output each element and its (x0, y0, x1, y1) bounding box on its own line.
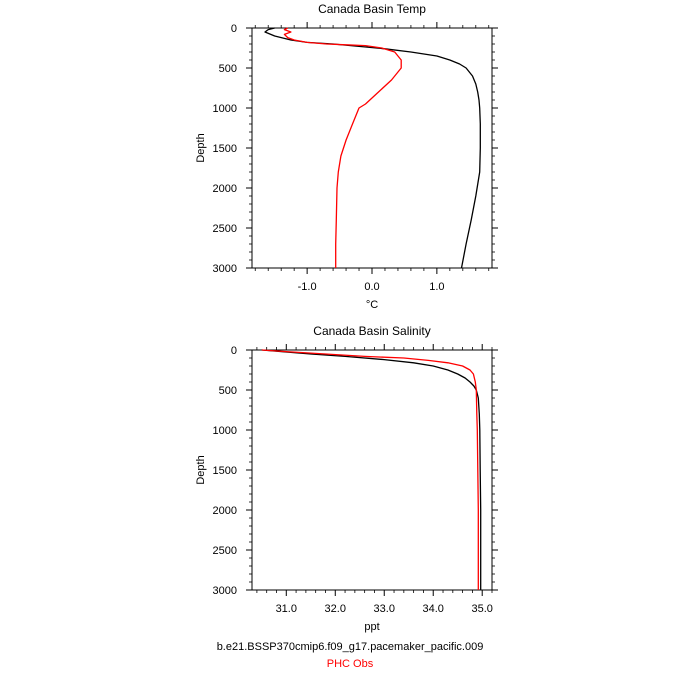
temp-x-tick-label: 0.0 (364, 281, 379, 293)
salinity-plot-frame (251, 349, 493, 591)
temp-y-tick-label: 3000 (213, 263, 237, 275)
temp-obs-line (283, 27, 402, 268)
salinity-y-tick-label: 3000 (213, 585, 237, 597)
temp-y-tick-label: 1000 (213, 103, 237, 115)
temp-y-tick-label: 0 (231, 23, 237, 35)
salinity-y-tick-label: 2000 (213, 505, 237, 517)
salinity-y-tick-label: 500 (219, 385, 237, 397)
temp-plot-frame (251, 27, 493, 269)
temp-chart-title: Canada Basin Temp (318, 2, 426, 16)
temp-y-tick-label: 2000 (213, 183, 237, 195)
salinity-obs-line (261, 349, 479, 590)
salinity-x-axis-label: ppt (364, 621, 379, 633)
salinity-x-tick-label: 33.0 (374, 603, 395, 615)
salinity-x-tick-label: 32.0 (325, 603, 346, 615)
temp-x-tick-label: -1.0 (298, 281, 317, 293)
salinity-x-tick-label: 34.0 (423, 603, 444, 615)
phc-obs-label: PHC Obs (326, 658, 374, 670)
salinity-chart-title: Canada Basin Salinity (313, 324, 430, 338)
temp-y-tick-label: 1500 (213, 143, 237, 155)
temp-y-axis-label: Depth (195, 133, 207, 162)
temp-x-tick-label: 1.0 (429, 281, 444, 293)
salinity-x-tick-label: 35.0 (471, 603, 492, 615)
salinity-y-axis-label: Depth (195, 455, 207, 484)
temp-model-line (264, 27, 481, 269)
salinity-y-tick-label: 0 (231, 345, 237, 357)
temp-panel: Canada Basin Temp Depth °C 0 500 1000 1500 2000… (195, 2, 498, 311)
salinity-y-tick-label: 2500 (213, 545, 237, 557)
model-run-label: b.e21.BSSP370cmip6.f09_g17.pacemaker_pac… (216, 641, 484, 653)
temp-y-tick-label: 2500 (213, 223, 237, 235)
temp-x-axis-label: °C (366, 299, 378, 311)
salinity-model-line (261, 349, 482, 590)
salinity-x-tick-label: 31.0 (276, 603, 297, 615)
temp-y-tick-label: 500 (219, 63, 237, 75)
salinity-panel: Canada Basin Salinity Depth ppt 0 500 1000 150… (195, 324, 498, 633)
salinity-y-tick-label: 1000 (213, 425, 237, 437)
salinity-y-tick-label: 1500 (213, 465, 237, 477)
